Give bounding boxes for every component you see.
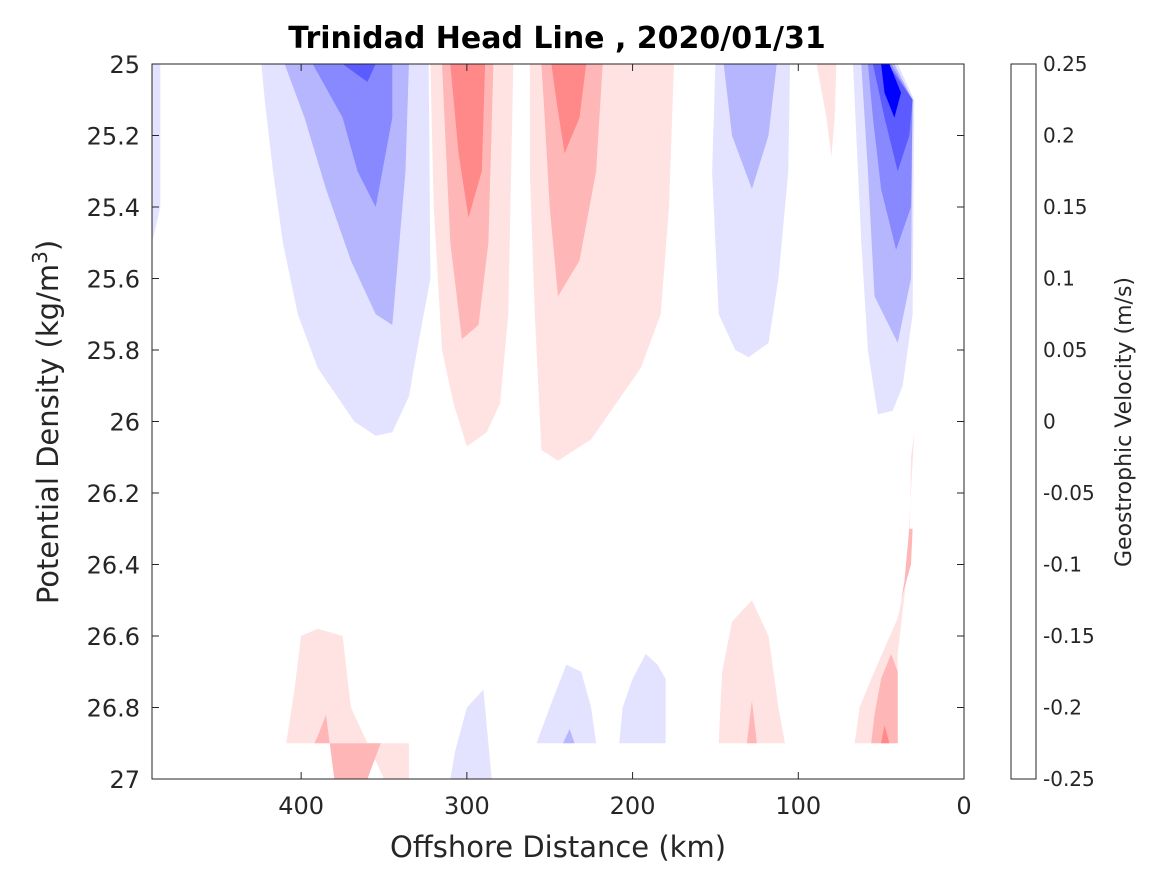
colorbar-tick-label: 0.15 xyxy=(1043,195,1088,219)
y-tick-label: 25 xyxy=(109,51,140,79)
x-tick-label: 300 xyxy=(444,792,490,820)
y-tick-label: 26.8 xyxy=(87,695,140,723)
contour-region-26 xyxy=(881,725,890,744)
y-axis-label: Potential Density (kg/m3) xyxy=(28,240,65,604)
colorbar-tick-label: 0.1 xyxy=(1043,267,1075,291)
y-axis-label-close: ) xyxy=(31,240,65,251)
x-tick-label: 100 xyxy=(775,792,821,820)
y-tick-label: 26.6 xyxy=(87,623,140,651)
contour-region-27 xyxy=(901,528,913,601)
colorbar-tick-label: -0.15 xyxy=(1043,624,1095,648)
x-axis-label: Offshore Distance (km) xyxy=(390,830,726,864)
contour-region-18 xyxy=(632,64,663,93)
x-tick-label: 400 xyxy=(278,792,324,820)
contour-region-16 xyxy=(541,64,603,297)
colorbar-tick-label: 0.2 xyxy=(1043,124,1075,148)
colorbar-tick-label: -0.25 xyxy=(1043,767,1095,791)
y-tick-label: 25.4 xyxy=(87,194,140,222)
colorbar-label: Geostrophic Velocity (m/s) xyxy=(1112,277,1137,567)
contour-region-17 xyxy=(551,64,587,154)
contour-region-30 xyxy=(563,728,575,744)
contour-region-21 xyxy=(314,714,381,779)
contour-layer xyxy=(152,64,915,779)
contour-region-0 xyxy=(152,64,161,243)
y-tick-label: 27 xyxy=(109,766,140,794)
contour-region-10 xyxy=(872,64,913,172)
x-tick-label: 200 xyxy=(610,792,656,820)
contour-region-11 xyxy=(881,64,901,118)
colorbar-tick-label: 0 xyxy=(1043,410,1056,434)
colorbar-tick-label: 0.05 xyxy=(1043,338,1088,362)
contour-region-6 xyxy=(723,64,777,190)
y-axis: 25 25.2 25.4 25.6 25.8 26 26.2 26.4 26.6 26.8 27 xyxy=(87,51,964,794)
chart-title: Trinidad Head Line , 2020/01/31 xyxy=(288,21,825,56)
contour-region-14 xyxy=(450,64,486,218)
y-tick-label: 26.2 xyxy=(87,480,140,508)
y-axis-label-main: Potential Density (kg/m xyxy=(31,264,65,604)
contour-region-5 xyxy=(712,64,790,358)
colorbar-tick-label: -0.05 xyxy=(1043,481,1095,505)
y-tick-label: 25.8 xyxy=(87,337,140,365)
x-axis: 400 300 200 100 0 xyxy=(278,64,972,820)
y-tick-label: 26 xyxy=(109,409,140,437)
contour-region-4 xyxy=(342,64,376,82)
colorbar: 0.25 0.2 0.15 0.1 0.05 0 -0.05 -0.1 -0.15 -0.2 -0.… xyxy=(1010,52,1095,791)
contour-region-22 xyxy=(718,600,785,744)
colorbar-tick-label: -0.2 xyxy=(1043,696,1082,720)
y-tick-label: 25.6 xyxy=(87,266,140,294)
contour-region-25 xyxy=(871,653,898,744)
y-tick-label: 26.4 xyxy=(87,552,140,580)
y-tick-label: 25.2 xyxy=(87,123,140,151)
colorbar-tick-label: 0.25 xyxy=(1043,52,1088,76)
contour-region-28 xyxy=(450,689,492,779)
contour-region-31 xyxy=(619,653,666,744)
contour-region-23 xyxy=(746,700,757,744)
y-axis-label-superscript: 3 xyxy=(28,251,52,264)
x-tick-label: 0 xyxy=(956,792,971,820)
colorbar-frame xyxy=(1010,63,1037,780)
contour-region-3 xyxy=(312,64,393,207)
colorbar-tick-label: -0.1 xyxy=(1043,553,1082,577)
contour-region-29 xyxy=(536,664,597,744)
contour-region-19 xyxy=(816,64,837,157)
